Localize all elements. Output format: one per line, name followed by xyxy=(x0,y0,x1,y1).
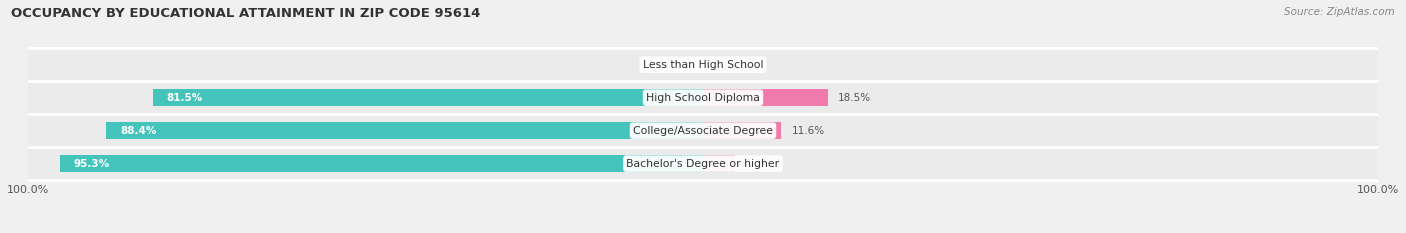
Text: 81.5%: 81.5% xyxy=(166,93,202,103)
Text: 11.6%: 11.6% xyxy=(792,126,824,136)
Bar xyxy=(107,122,703,139)
Bar xyxy=(60,155,703,172)
Text: 0.0%: 0.0% xyxy=(657,60,683,70)
Text: Source: ZipAtlas.com: Source: ZipAtlas.com xyxy=(1284,7,1395,17)
Text: Less than High School: Less than High School xyxy=(643,60,763,70)
Text: 0.0%: 0.0% xyxy=(723,60,749,70)
Text: 88.4%: 88.4% xyxy=(120,126,156,136)
Text: Bachelor's Degree or higher: Bachelor's Degree or higher xyxy=(627,159,779,169)
Bar xyxy=(28,114,1378,147)
Bar xyxy=(153,89,703,106)
Text: 4.7%: 4.7% xyxy=(745,159,772,169)
Bar xyxy=(28,48,1378,81)
Text: 95.3%: 95.3% xyxy=(73,159,110,169)
Bar xyxy=(703,89,828,106)
Bar xyxy=(28,81,1378,114)
Text: High School Diploma: High School Diploma xyxy=(647,93,759,103)
Text: 18.5%: 18.5% xyxy=(838,93,872,103)
Bar xyxy=(703,122,782,139)
Bar xyxy=(703,155,735,172)
Text: OCCUPANCY BY EDUCATIONAL ATTAINMENT IN ZIP CODE 95614: OCCUPANCY BY EDUCATIONAL ATTAINMENT IN Z… xyxy=(11,7,481,20)
Text: College/Associate Degree: College/Associate Degree xyxy=(633,126,773,136)
Bar xyxy=(28,147,1378,180)
